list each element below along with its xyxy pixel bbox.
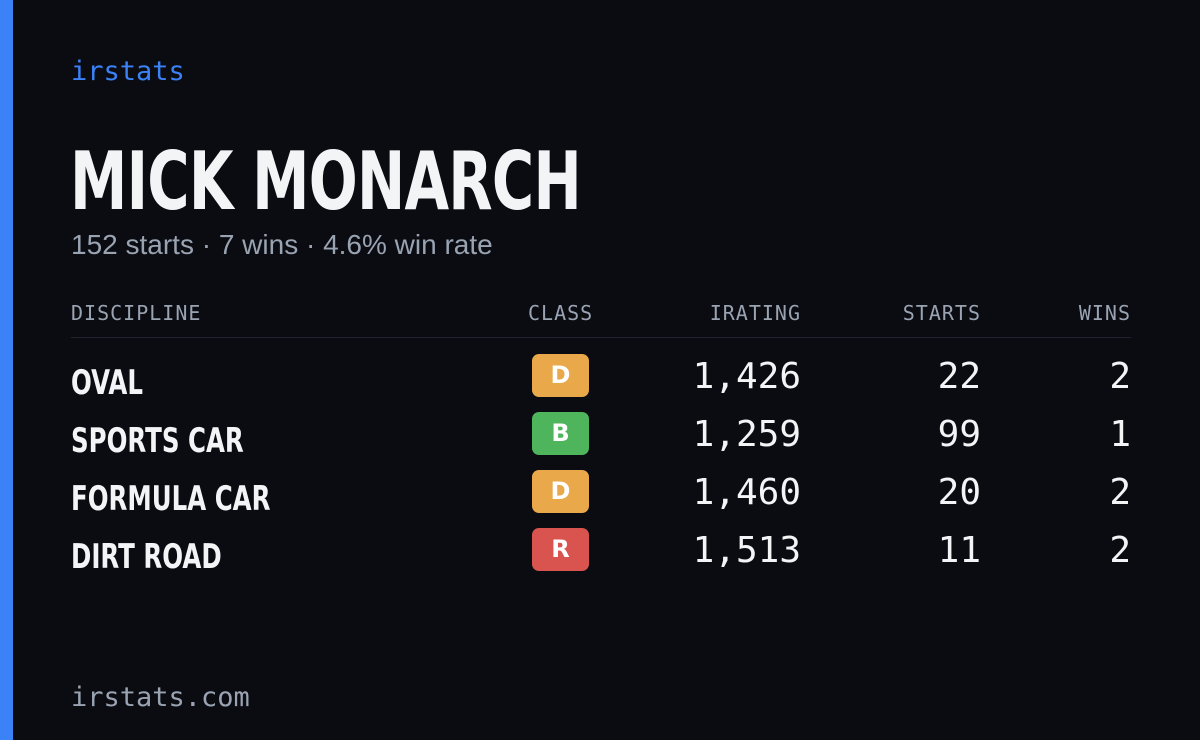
discipline-name: OVAL [71,363,143,403]
discipline-name: SPORTS CAR [71,421,244,461]
header-irating: IRATING [709,301,801,325]
header-discipline: DISCIPLINE [71,301,202,325]
table-row: FORMULA CAR D 1,460 20 2 [71,470,1131,528]
player-summary: 152 starts · 7 wins · 4.6% win rate [71,229,493,260]
class-badge: D [532,470,589,513]
accent-bar [0,0,13,740]
wins-value: 2 [1109,472,1131,513]
player-name: MICK MONARCH [70,135,582,228]
starts-value: 11 [937,530,981,571]
wins-value: 1 [1109,414,1131,455]
starts-value: 99 [937,414,981,455]
irating-value: 1,259 [692,414,801,455]
table-row: SPORTS CAR B 1,259 99 1 [71,412,1131,470]
irating-value: 1,460 [692,472,801,513]
table-row: DIRT ROAD R 1,513 11 2 [71,528,1131,586]
discipline-name: DIRT ROAD [71,537,222,577]
class-badge: B [532,412,589,455]
wins-value: 2 [1109,356,1131,397]
starts-value: 22 [937,356,981,397]
table-row: OVAL D 1,426 22 2 [71,354,1131,412]
brand-logo[interactable]: irstats [71,56,185,87]
class-badge: R [532,528,589,571]
wins-value: 2 [1109,530,1131,571]
discipline-stats-table: DISCIPLINE CLASS IRATING STARTS WINS OVA… [71,296,1131,577]
header-wins: WINS [1078,301,1131,325]
discipline-name: FORMULA CAR [71,479,271,519]
irating-value: 1,426 [692,356,801,397]
header-starts: STARTS [902,301,981,325]
header-class: CLASS [528,301,594,325]
starts-value: 20 [937,472,981,513]
irating-value: 1,513 [692,530,801,571]
footer-domain[interactable]: irstats.com [71,682,250,713]
class-badge: D [532,354,589,397]
table-header: DISCIPLINE CLASS IRATING STARTS WINS [71,296,1131,338]
